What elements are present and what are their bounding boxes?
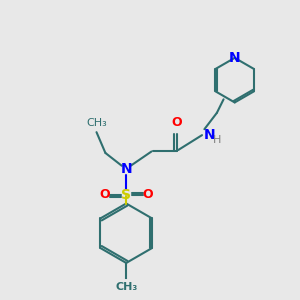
Text: N: N	[120, 162, 132, 176]
Text: O: O	[99, 188, 110, 201]
Text: CH₃: CH₃	[115, 282, 137, 292]
Text: H: H	[212, 135, 221, 145]
Text: O: O	[142, 188, 153, 201]
Text: O: O	[171, 116, 182, 129]
Text: N: N	[229, 51, 241, 65]
Text: CH₃: CH₃	[86, 118, 107, 128]
Text: N: N	[203, 128, 215, 142]
Text: S: S	[121, 188, 131, 202]
